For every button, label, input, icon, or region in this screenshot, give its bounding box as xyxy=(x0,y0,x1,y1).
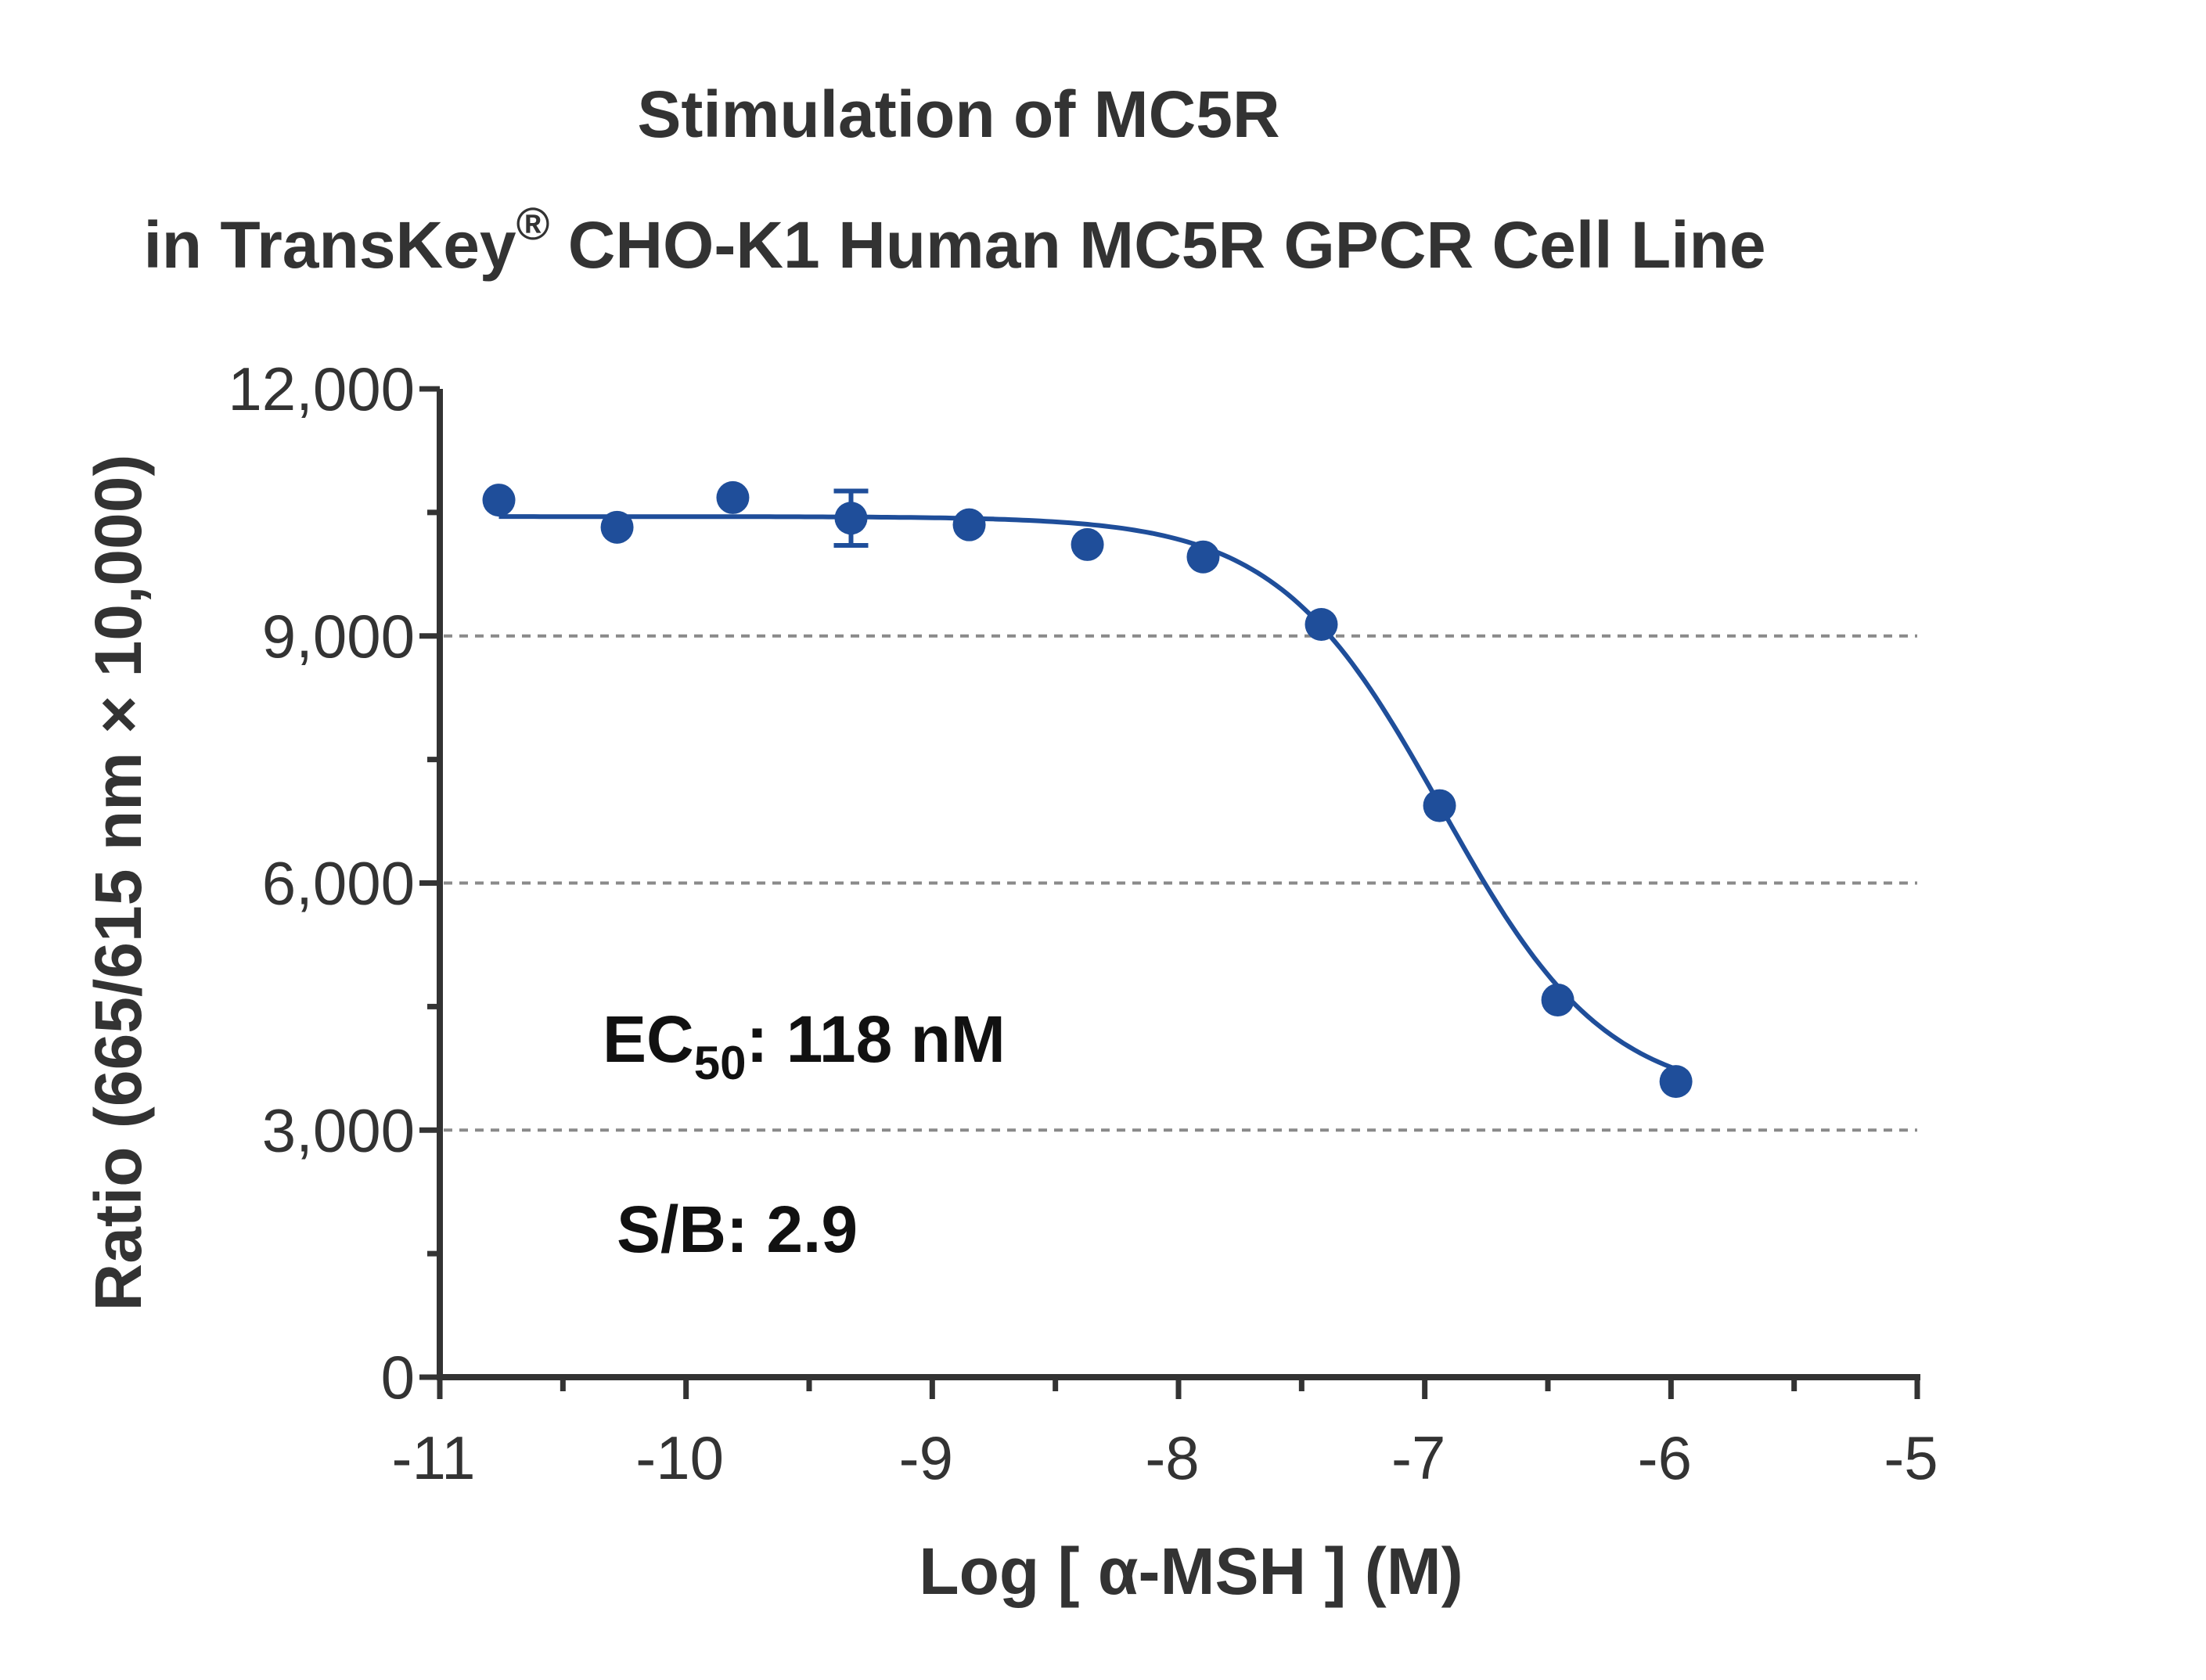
registered-mark: ® xyxy=(516,199,550,250)
ticks: 0 3,000 6,000 9,000 12,000 -11 -10 -9 -8 -7 -6 -5 xyxy=(228,354,1938,1492)
x-tick-label: -9 xyxy=(899,1423,953,1492)
x-tick-label: -6 xyxy=(1638,1423,1692,1492)
title-suffix: CHO-K1 Human MC5R GPCR Cell Line xyxy=(549,208,1765,282)
gridlines xyxy=(444,634,1917,1132)
data-point xyxy=(1186,540,1220,574)
data-point xyxy=(716,480,750,514)
y-tick-label: 12,000 xyxy=(228,354,415,423)
y-tick-label: 3,000 xyxy=(262,1095,415,1164)
data-point xyxy=(482,484,516,517)
x-tick-label: -11 xyxy=(392,1423,476,1492)
ec50-annotation: EC50: 118 nM xyxy=(603,1002,1006,1089)
data-point xyxy=(1071,527,1104,561)
data-point xyxy=(1423,789,1456,822)
x-tick-label: -8 xyxy=(1145,1423,1199,1492)
ec50-value: : 118 nM xyxy=(746,1002,1005,1076)
data-points xyxy=(482,480,1693,1099)
y-tick-label: 9,000 xyxy=(262,602,415,671)
data-point xyxy=(834,502,868,535)
data-point xyxy=(1541,983,1574,1016)
y-tick-label: 6,000 xyxy=(262,849,415,918)
data-point xyxy=(1305,608,1338,642)
sb-annotation: S/B: 2.9 xyxy=(617,1193,858,1266)
fit-curve xyxy=(498,514,1677,1072)
data-point xyxy=(1659,1065,1693,1099)
x-tick-label: -7 xyxy=(1391,1423,1445,1492)
data-point xyxy=(952,508,986,541)
title-prefix: in TransKey xyxy=(143,208,516,282)
chart-title-line2: in TransKey® CHO-K1 Human MC5R GPCR Cell… xyxy=(143,199,1765,282)
chart-title-line1: Stimulation of MC5R xyxy=(637,77,1279,151)
ec50-prefix: EC xyxy=(603,1002,694,1076)
x-tick-label: -5 xyxy=(1884,1423,1938,1492)
y-tick-label: 0 xyxy=(381,1343,415,1412)
x-tick-label: -10 xyxy=(635,1423,724,1492)
data-point xyxy=(600,510,634,544)
y-axis-label: Ratio (665/615 nm × 10,000) xyxy=(81,455,155,1311)
ec50-subscript: 50 xyxy=(694,1037,747,1089)
x-axis-label: Log [ α-MSH ] (M) xyxy=(919,1534,1463,1608)
